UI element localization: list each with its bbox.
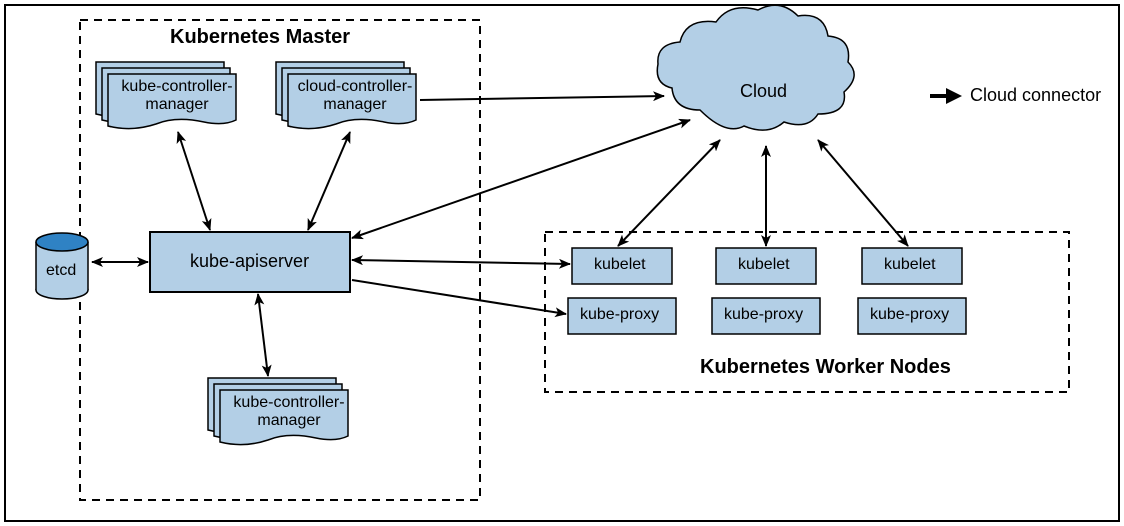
edge-apiserver-cloud	[352, 120, 690, 238]
edge-kubelet1-cloud	[618, 140, 720, 246]
legend-label: Cloud connector	[970, 86, 1101, 106]
kubeproxy3-label: kube-proxy	[870, 306, 949, 324]
kubelet2-label: kubelet	[738, 256, 790, 274]
cloud-label: Cloud	[740, 82, 787, 102]
edge-apiserver-kubelet1	[352, 260, 570, 264]
etcd-label: etcd	[46, 262, 76, 280]
diagram-canvas: Kubernetes Master Kubernetes Worker Node…	[0, 0, 1124, 526]
edge-ccm-apiserver	[308, 132, 350, 230]
apiserver-label: kube-apiserver	[190, 252, 309, 272]
kcm-bottom-label: kube-controller-manager	[224, 394, 354, 429]
master-title: Kubernetes Master	[170, 26, 350, 48]
kubelet3-label: kubelet	[884, 256, 936, 274]
workers-title: Kubernetes Worker Nodes	[700, 356, 951, 378]
edge-apiserver-kubeproxy1	[352, 280, 566, 314]
kubeproxy2-label: kube-proxy	[724, 306, 803, 324]
ccm-top-label: cloud-controller-manager	[290, 78, 420, 113]
edge-apiserver-kcmbottom	[258, 294, 268, 376]
legend-arrow-icon	[930, 88, 962, 104]
edge-ccm-cloud	[420, 96, 664, 100]
edge-kcm-apiserver	[178, 132, 210, 230]
edge-kubelet3-cloud	[818, 140, 908, 246]
kubelet1-label: kubelet	[594, 256, 646, 274]
kubeproxy1-label: kube-proxy	[580, 306, 659, 324]
cloud-node	[657, 5, 854, 130]
kcm-top-label: kube-controller-manager	[112, 78, 242, 113]
